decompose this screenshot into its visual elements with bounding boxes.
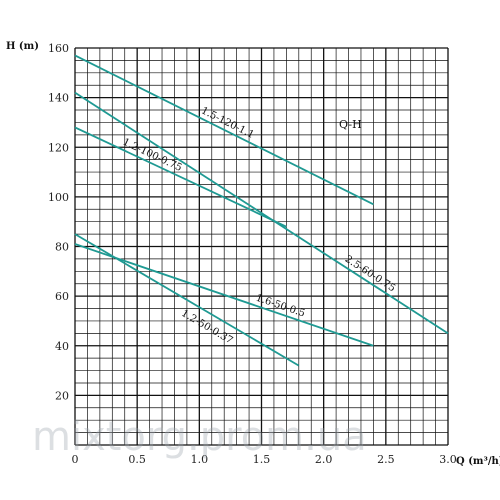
- series-line: [74, 54, 374, 206]
- series-line: [74, 91, 449, 335]
- series-label: 1.2-50-0.37: [179, 308, 234, 347]
- y-tick-labels: 20 40 60 80 100 120 140 160: [48, 42, 69, 402]
- y-tick-label: 100: [48, 191, 69, 204]
- y-tick-label: 20: [55, 389, 69, 402]
- watermark: mixtorg.prom.ua: [32, 414, 367, 460]
- series-line: [74, 243, 374, 347]
- x-tick-label: 3.0: [439, 453, 457, 466]
- series-line: [74, 126, 287, 228]
- y-tick-label: 40: [55, 340, 69, 353]
- y-tick-label: 140: [48, 92, 69, 105]
- x-tick-label: 0: [72, 453, 79, 466]
- y-axis-title: H (m): [6, 41, 39, 52]
- series-line: [74, 233, 300, 367]
- x-tick-label: 2.0: [315, 453, 333, 466]
- x-tick-label: 1.0: [191, 453, 209, 466]
- y-tick-label: 120: [48, 141, 69, 154]
- series-label: 1.5-120-1.1: [199, 105, 256, 141]
- x-tick-labels: 0 0.5 1.0 1.5 2.0 2.5 3.0: [72, 453, 457, 466]
- y-tick-label: 80: [55, 241, 69, 254]
- chart-tag: Q-H: [339, 118, 362, 131]
- x-tick-label: 0.5: [128, 453, 146, 466]
- x-axis-title: Q (m³/h): [456, 456, 500, 467]
- series-label: 2.5-60-0.75: [343, 254, 397, 295]
- series-lines: [74, 54, 449, 367]
- x-tick-label: 2.5: [377, 453, 395, 466]
- grid: [74, 47, 449, 446]
- x-tick-label: 1.5: [253, 453, 271, 466]
- y-tick-label: 60: [55, 290, 69, 303]
- y-tick-label: 160: [48, 42, 69, 55]
